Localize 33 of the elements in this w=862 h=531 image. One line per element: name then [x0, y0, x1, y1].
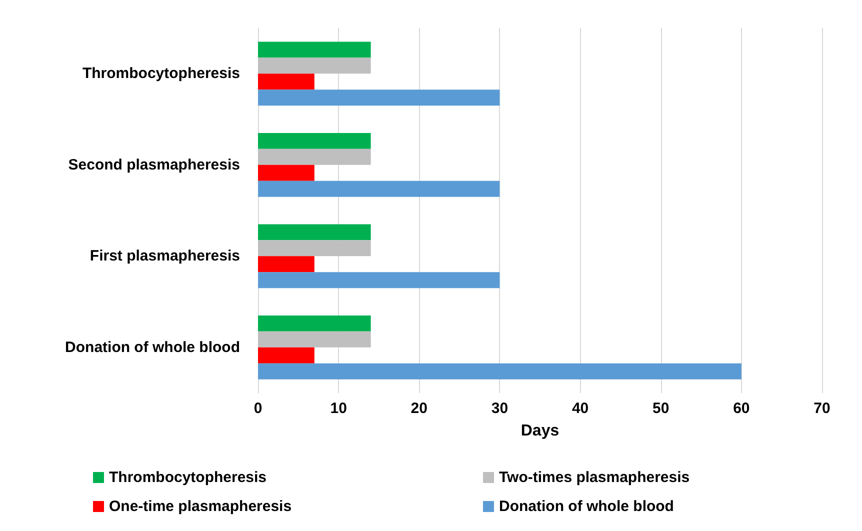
- bar: [258, 363, 742, 380]
- x-tick-label: 70: [814, 400, 830, 417]
- legend-label: Two-times plasmapheresis: [499, 469, 690, 486]
- bar: [258, 164, 314, 181]
- bar: [258, 240, 371, 256]
- bar: [258, 74, 314, 90]
- legend-label: Thrombocytopheresis: [109, 469, 267, 486]
- x-tick-label: 40: [572, 400, 589, 417]
- bar: [258, 180, 500, 197]
- bar: [258, 42, 371, 58]
- y-tick-label: Donation of whole blood: [65, 338, 240, 356]
- bar: [258, 90, 500, 106]
- bar: [258, 331, 371, 348]
- bar: [258, 315, 371, 332]
- x-tick-label: 30: [491, 400, 508, 417]
- legend-label: Donation of whole blood: [499, 498, 674, 515]
- legend-label: One-time plasmapheresis: [109, 498, 292, 515]
- bar: [258, 224, 371, 240]
- x-tick-label: 20: [410, 400, 428, 417]
- x-tick-label: 60: [733, 400, 750, 417]
- bar: [258, 256, 314, 272]
- x-tick-label: 10: [330, 400, 347, 417]
- x-axis-title: Days: [520, 422, 560, 440]
- y-tick-label: Second plasmapheresis: [68, 156, 240, 174]
- x-tick-label: 50: [652, 400, 670, 417]
- bar: [258, 148, 371, 165]
- bar: [258, 347, 314, 364]
- bar: [258, 272, 500, 288]
- bar: [258, 132, 371, 149]
- bar: [258, 58, 371, 74]
- y-tick-label: Thrombocytopheresis: [82, 65, 240, 82]
- x-tick-label: 0: [254, 400, 262, 417]
- y-tick-label: First plasmapheresis: [90, 248, 240, 265]
